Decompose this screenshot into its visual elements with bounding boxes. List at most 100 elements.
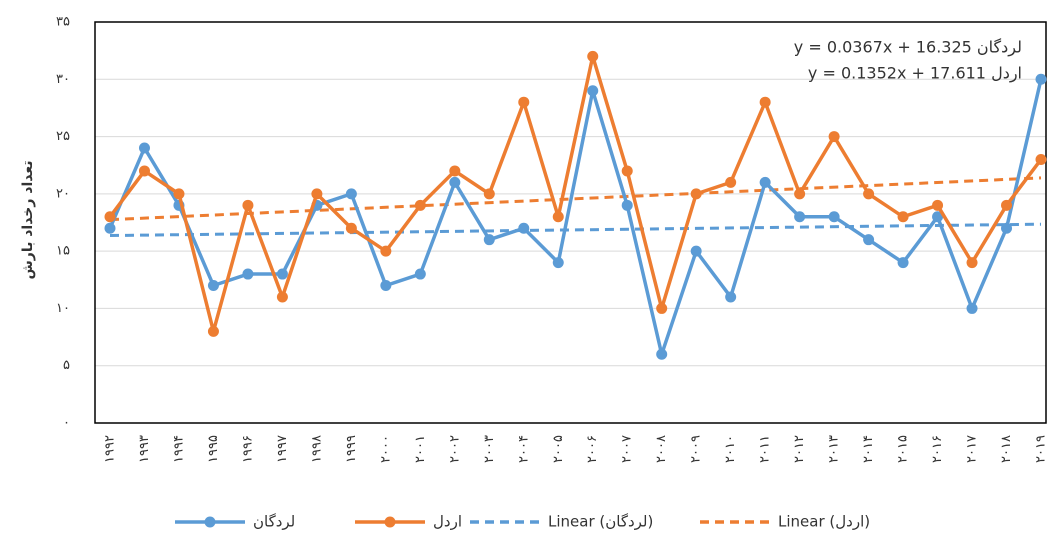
x-tick-label: ۲۰۰۸ xyxy=(654,435,669,463)
data-point xyxy=(380,245,392,257)
x-tick-label: ۲۰۱۸ xyxy=(999,435,1014,463)
data-point xyxy=(104,211,116,223)
y-tick-label: ۱۵ xyxy=(56,244,70,259)
x-tick-label: ۱۹۹۹ xyxy=(344,435,359,463)
data-point xyxy=(1001,222,1013,234)
data-point xyxy=(1035,153,1047,165)
data-point xyxy=(656,302,668,314)
data-point xyxy=(759,176,771,188)
data-point xyxy=(483,234,495,246)
y-tick-label: ۵ xyxy=(63,358,70,373)
data-point xyxy=(380,280,392,292)
x-tick-label: ۱۹۹۳ xyxy=(137,435,152,463)
trend-line xyxy=(109,222,1042,238)
data-point xyxy=(242,199,254,211)
x-tick-label: ۲۰۱۶ xyxy=(930,435,945,463)
data-point xyxy=(207,280,219,292)
data-point xyxy=(276,268,288,280)
x-tick-label: ۲۰۰۳ xyxy=(482,435,497,463)
y-tick-label: ۲۵ xyxy=(56,129,70,144)
y-tick-label: ۲۰ xyxy=(56,186,70,201)
data-point xyxy=(1035,73,1047,85)
data-point xyxy=(311,188,323,200)
x-tick-label: ۱۹۹۸ xyxy=(309,435,324,463)
x-tick-label: ۲۰۰۶ xyxy=(585,435,600,463)
y-tick-label: ۱۰ xyxy=(56,301,70,316)
x-tick-label: ۱۹۹۵ xyxy=(206,435,221,463)
data-point xyxy=(242,268,254,280)
plot-frame xyxy=(94,21,1047,424)
data-point xyxy=(345,222,357,234)
data-point xyxy=(690,245,702,257)
data-point xyxy=(483,188,495,200)
x-tick-label: ۲۰۱۲ xyxy=(792,435,807,463)
data-point xyxy=(1001,199,1013,211)
legend-label: Linear (اردل) xyxy=(778,513,870,531)
data-point xyxy=(138,165,150,177)
y-tick-label: ۳۰ xyxy=(56,72,70,87)
data-point xyxy=(828,131,840,143)
x-tick-label: ۲۰۰۲ xyxy=(447,435,462,463)
x-tick-label: ۲۰۰۱ xyxy=(413,435,428,463)
data-point xyxy=(863,188,875,200)
data-point xyxy=(104,222,116,234)
data-point xyxy=(414,199,426,211)
data-point xyxy=(518,222,530,234)
legend-label: Linear (لردگان) xyxy=(548,513,653,531)
data-point xyxy=(345,188,357,200)
y-axis-label: تعداد رخداد بارش xyxy=(20,160,36,279)
legend-marker xyxy=(384,516,396,528)
data-point xyxy=(759,96,771,108)
data-point xyxy=(414,268,426,280)
data-point xyxy=(725,176,737,188)
x-tick-label: ۲۰۱۵ xyxy=(896,435,911,463)
x-tick-label: ۱۹۹۶ xyxy=(240,435,255,463)
data-point xyxy=(552,257,564,269)
x-tick-label: ۲۰۱۳ xyxy=(827,435,842,463)
x-tick-label: ۲۰۱۷ xyxy=(965,435,980,463)
x-tick-label: ۱۹۹۴ xyxy=(171,435,186,463)
data-point xyxy=(863,234,875,246)
data-point xyxy=(897,211,909,223)
y-tick-label: ۰ xyxy=(63,416,70,431)
data-point xyxy=(690,188,702,200)
trend-equation: اردل y = 0.1352x + 17.611 xyxy=(808,64,1022,84)
data-point xyxy=(897,257,909,269)
data-point xyxy=(794,211,806,223)
data-point xyxy=(621,199,633,211)
x-tick-label: ۲۰۰۷ xyxy=(620,435,635,463)
y-tick-label: ۳۵ xyxy=(56,15,70,30)
legend-marker xyxy=(204,516,216,528)
x-tick-label: ۲۰۰۴ xyxy=(516,435,531,463)
trend-equation: لردگان y = 0.0367x + 16.325 xyxy=(794,38,1022,58)
series-line xyxy=(108,78,1043,357)
data-point xyxy=(518,96,530,108)
data-point xyxy=(966,257,978,269)
data-point xyxy=(621,165,633,177)
series-line xyxy=(108,54,1043,334)
data-point xyxy=(449,165,461,177)
x-tick-label: ۲۰۱۱ xyxy=(758,435,773,463)
data-point xyxy=(173,188,185,200)
data-point xyxy=(932,199,944,211)
x-tick-label: ۲۰۰۰ xyxy=(378,435,393,463)
data-point xyxy=(794,188,806,200)
legend-label: اردل xyxy=(433,513,462,531)
x-tick-label: ۲۰۱۹ xyxy=(1034,435,1048,463)
trend-line xyxy=(109,176,1042,222)
x-tick-label: ۲۰۱۰ xyxy=(723,435,738,463)
data-point xyxy=(828,211,840,223)
data-point xyxy=(449,176,461,188)
data-point xyxy=(138,142,150,154)
data-point xyxy=(276,291,288,303)
data-point xyxy=(552,211,564,223)
data-point xyxy=(587,50,599,62)
data-point xyxy=(656,348,668,360)
data-point xyxy=(207,325,219,337)
x-tick-label: ۲۰۰۵ xyxy=(551,435,566,463)
data-point xyxy=(932,211,944,223)
x-tick-label: ۱۹۹۲ xyxy=(103,435,118,463)
data-point xyxy=(966,302,978,314)
legend-label: لردگان xyxy=(253,513,295,531)
